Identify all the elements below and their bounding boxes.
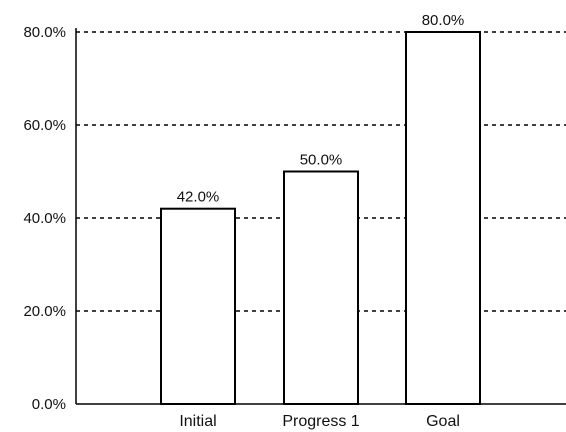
y-tick-label: 60.0% — [23, 117, 66, 134]
y-tick-label: 40.0% — [23, 210, 66, 227]
x-category-label: Progress 1 — [282, 413, 359, 430]
x-category-label: Goal — [426, 413, 460, 430]
y-tick-label: 20.0% — [23, 303, 66, 320]
labels: 0.0% 20.0% 40.0% 60.0% 80.0% 42.0% Initial 50.0… — [23, 12, 464, 430]
x-category-label: Initial — [179, 413, 216, 430]
bar — [160, 207, 236, 405]
data-label: 42.0% — [177, 189, 220, 206]
bars — [160, 31, 481, 405]
y-tick-label: 0.0% — [32, 396, 66, 413]
y-tick-label: 80.0% — [23, 24, 66, 41]
data-label: 80.0% — [422, 12, 465, 29]
bar — [283, 170, 359, 405]
bar — [405, 31, 481, 405]
gridlines — [76, 31, 566, 312]
data-label: 50.0% — [300, 152, 343, 169]
